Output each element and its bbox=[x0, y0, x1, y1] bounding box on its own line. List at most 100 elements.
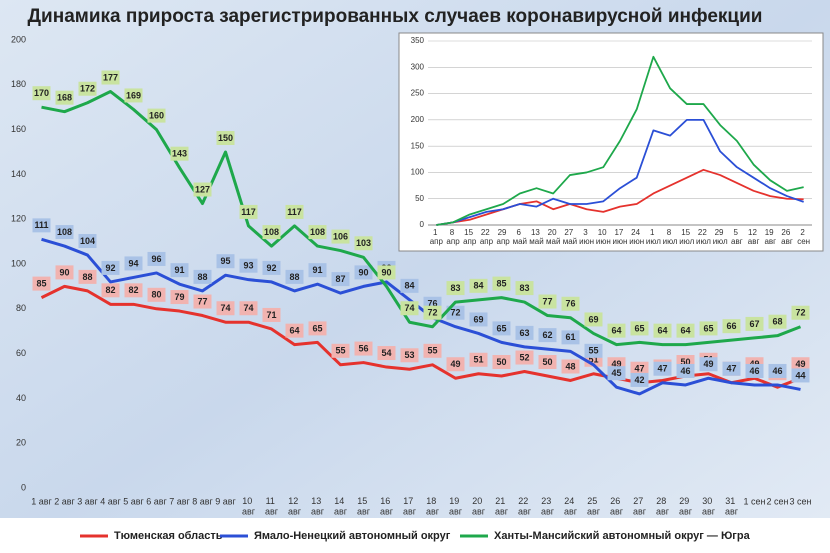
value-label: 88 bbox=[197, 272, 207, 282]
value-label-box bbox=[561, 359, 580, 374]
x-tick-label: 14 авг bbox=[334, 496, 348, 516]
x-tick-label: 12 авг bbox=[288, 496, 302, 516]
value-label: 80 bbox=[151, 290, 161, 300]
value-label: 103 bbox=[356, 238, 371, 248]
value-label: 106 bbox=[333, 231, 348, 241]
value-label: 88 bbox=[289, 272, 299, 282]
value-label-box bbox=[469, 352, 488, 367]
value-label-box bbox=[239, 301, 258, 316]
value-label: 83 bbox=[450, 283, 460, 293]
value-label: 79 bbox=[174, 292, 184, 302]
value-label: 150 bbox=[218, 133, 233, 143]
chart-title: Динамика прироста зарегистрированных слу… bbox=[28, 6, 763, 27]
value-label: 108 bbox=[264, 227, 279, 237]
value-label: 49 bbox=[703, 359, 713, 369]
value-label-box bbox=[193, 269, 212, 284]
value-label-box bbox=[653, 323, 672, 338]
value-label: 45 bbox=[611, 368, 621, 378]
value-label: 49 bbox=[795, 359, 805, 369]
value-label-box bbox=[653, 361, 672, 376]
value-label-box bbox=[170, 146, 189, 161]
x-tick-label: 30 авг bbox=[702, 496, 716, 516]
y-tick-label: 80 bbox=[16, 303, 26, 313]
value-label-box bbox=[630, 321, 649, 336]
value-label-box bbox=[124, 256, 143, 271]
value-label-box bbox=[285, 269, 304, 284]
value-label-box bbox=[239, 204, 258, 219]
value-label: 54 bbox=[381, 348, 391, 358]
value-label: 104 bbox=[80, 236, 95, 246]
series-line bbox=[41, 237, 801, 396]
value-label: 91 bbox=[312, 265, 322, 275]
value-label: 46 bbox=[772, 366, 782, 376]
x-tick-label: 21 авг bbox=[495, 496, 509, 516]
y-tick-label: 20 bbox=[16, 438, 26, 448]
value-label-box bbox=[101, 283, 120, 298]
y-tick-label: 160 bbox=[11, 124, 26, 134]
value-label-box bbox=[262, 260, 281, 275]
value-label: 168 bbox=[57, 93, 72, 103]
value-label: 72 bbox=[450, 308, 460, 318]
value-label-box bbox=[124, 283, 143, 298]
value-label: 50 bbox=[680, 357, 690, 367]
x-tick-label: 28 авг bbox=[656, 496, 670, 516]
value-label-box bbox=[239, 258, 258, 273]
value-label: 92 bbox=[105, 263, 115, 273]
x-tick-label: 1 авг bbox=[31, 496, 52, 506]
value-label: 127 bbox=[195, 184, 210, 194]
value-label-box bbox=[193, 182, 212, 197]
y-tick-label: 0 bbox=[420, 220, 425, 229]
series-line bbox=[436, 55, 804, 226]
value-label-box bbox=[101, 70, 120, 85]
value-label-box bbox=[147, 108, 166, 123]
value-label-box bbox=[538, 294, 557, 309]
x-tick-label: 26 авг bbox=[781, 228, 793, 246]
value-label-box bbox=[101, 260, 120, 275]
series-line bbox=[40, 284, 802, 389]
x-tick-label: 2 сен bbox=[767, 496, 789, 506]
y-tick-label: 40 bbox=[16, 393, 26, 403]
value-label: 53 bbox=[404, 350, 414, 360]
value-label: 160 bbox=[149, 110, 164, 120]
x-tick-label: 13 авг bbox=[311, 496, 325, 516]
x-tick-label: 24 авг bbox=[564, 496, 578, 516]
value-label-box bbox=[630, 372, 649, 387]
value-label: 48 bbox=[565, 361, 575, 371]
x-tick-label: 18 авг bbox=[426, 496, 440, 516]
value-label: 172 bbox=[80, 84, 95, 94]
value-label-box bbox=[791, 305, 810, 320]
value-label-box bbox=[446, 357, 465, 372]
value-label-box bbox=[55, 90, 74, 105]
x-tick-label: 29 апр bbox=[497, 228, 511, 246]
y-tick-label: 100 bbox=[411, 168, 425, 177]
x-tick-label: 22 авг bbox=[518, 496, 532, 516]
x-tick-label: 8 апр bbox=[446, 228, 460, 246]
legend-label: Тюменская область bbox=[114, 530, 223, 542]
value-label: 50 bbox=[542, 357, 552, 367]
value-label: 84 bbox=[473, 281, 483, 291]
legend-band bbox=[0, 518, 830, 553]
value-label-box bbox=[584, 343, 603, 358]
y-tick-label: 200 bbox=[411, 115, 425, 124]
x-tick-label: 19 авг bbox=[449, 496, 463, 516]
value-label-box bbox=[492, 355, 511, 369]
value-label: 72 bbox=[427, 308, 437, 318]
value-label: 90 bbox=[358, 267, 368, 277]
x-tick-label: 15 июл bbox=[679, 228, 694, 246]
x-tick-label: 1 июл bbox=[646, 228, 661, 246]
x-tick-label: 29 авг bbox=[679, 496, 693, 516]
value-label-box bbox=[676, 363, 695, 378]
y-tick-label: 50 bbox=[415, 194, 424, 203]
value-label: 51 bbox=[473, 355, 483, 365]
x-tick-label: 12 авг bbox=[748, 228, 760, 246]
value-label: 143 bbox=[172, 149, 187, 159]
value-label: 77 bbox=[197, 296, 207, 306]
value-label-box bbox=[768, 363, 787, 378]
value-label: 55 bbox=[427, 346, 437, 356]
x-tick-label: 19 авг bbox=[764, 228, 776, 246]
value-label-box bbox=[607, 323, 626, 338]
x-tick-label: 15 авг bbox=[357, 496, 371, 516]
y-tick-label: 60 bbox=[16, 348, 26, 358]
value-label: 66 bbox=[726, 321, 736, 331]
value-label-box bbox=[147, 251, 166, 266]
